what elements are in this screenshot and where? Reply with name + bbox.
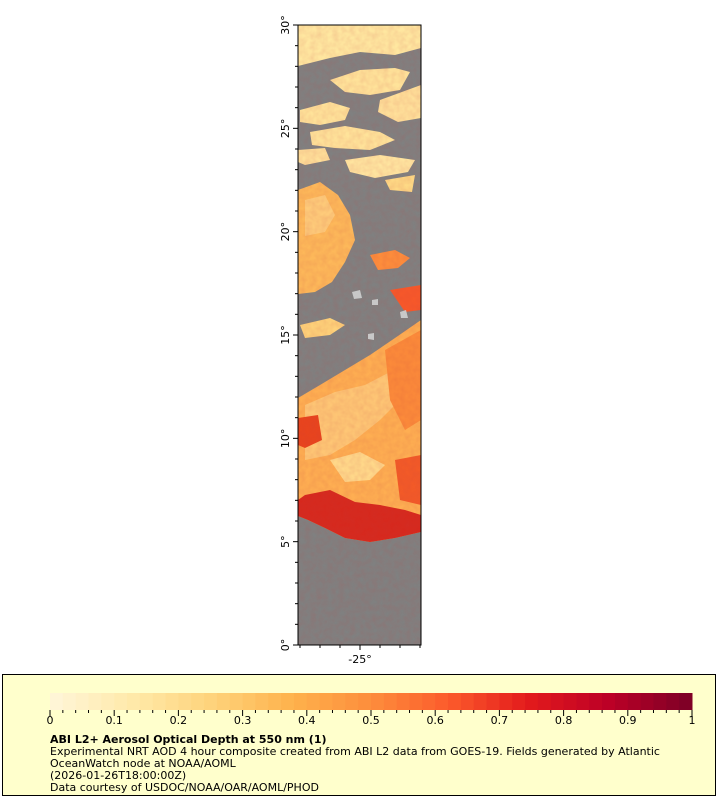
colorbar-step — [614, 693, 629, 710]
colorbar-ticks: 0 0.1 0.2 0.3 0.4 0.5 0.6 0.7 0.8 0.9 1 — [47, 710, 696, 727]
colorbar-tick-label: 0 — [47, 714, 54, 727]
colorbar-step — [525, 693, 539, 710]
color-scale: 0 0.1 0.2 0.3 0.4 0.5 0.6 0.7 0.8 0.9 1 — [47, 693, 696, 727]
colorbar-step — [448, 693, 462, 710]
colorbar-step — [114, 693, 128, 710]
colorbar-step — [473, 693, 488, 710]
legend-title: ABI L2+ Aerosol Optical Depth at 550 nm … — [50, 733, 327, 746]
colorbar-step — [281, 693, 295, 710]
map-area: 0° 5° 10° 15° 20° 25° 30° -25° — [279, 15, 422, 666]
colorbar-step — [602, 693, 616, 710]
lat-tick-label: 30° — [279, 15, 292, 35]
colorbar-tick-label: 0.1 — [105, 714, 123, 727]
colorbar-step — [165, 693, 179, 710]
colorbar-step — [255, 693, 269, 710]
colorbar-step — [88, 693, 102, 710]
colorbar-step — [371, 693, 385, 710]
lat-tick-label: 25° — [279, 119, 292, 139]
legend-date: (2026-01-26T18:00:00Z) — [50, 769, 187, 782]
colorbar-tick-label: 1 — [689, 714, 696, 727]
longitude-axis: -25° — [299, 645, 421, 666]
colorbar-step — [422, 693, 436, 710]
nodata-patch — [368, 333, 374, 340]
lat-tick-label: 20° — [279, 222, 292, 242]
colorbar-step — [191, 693, 205, 710]
nodata-patch — [372, 299, 378, 305]
legend-panel: 0 0.1 0.2 0.3 0.4 0.5 0.6 0.7 0.8 0.9 1 ABI L2+ Ae… — [2, 674, 716, 796]
colorbar-step — [640, 693, 654, 710]
aod-field — [298, 25, 421, 645]
colorbar-step — [293, 693, 308, 710]
nodata-patch — [352, 290, 362, 299]
colorbar-step — [679, 693, 693, 710]
legend-credit: Data courtesy of USDOC/NOAA/OAR/AOML/PHO… — [50, 781, 319, 794]
colorbar-step — [268, 693, 282, 710]
colorbar-step — [499, 693, 513, 710]
colorbar-step — [512, 693, 526, 710]
colorbar-step — [152, 693, 167, 710]
colorbar-tick-label: 0.8 — [555, 714, 573, 727]
legend-description: Experimental NRT AOD 4 hour composite cr… — [50, 745, 660, 770]
colorbar-step — [563, 693, 577, 710]
colorbar-tick-label: 0.7 — [491, 714, 509, 727]
lon-tick-label: -25° — [348, 653, 371, 666]
colorbar-step — [178, 693, 192, 710]
aod-map: 0° 5° 10° 15° 20° 25° 30° -25° — [279, 15, 422, 666]
colorbar-step — [62, 693, 77, 710]
lat-tick-label: 10° — [279, 429, 292, 449]
colorbar-tick-label: 0.2 — [170, 714, 188, 727]
colorbar-step — [345, 693, 359, 710]
colorbar-tick-label: 0.9 — [619, 714, 637, 727]
colorbar-tick-label: 0.3 — [234, 714, 252, 727]
colorbar-step — [101, 693, 115, 710]
colorbar-step — [383, 693, 398, 710]
colorbar-step — [486, 693, 500, 710]
colorbar-tick-label: 0.4 — [298, 714, 316, 727]
colorbar-tick-label: 0.5 — [362, 714, 380, 727]
colorbar-step — [229, 693, 244, 710]
colorbar-step — [204, 693, 218, 710]
colorbar-step — [409, 693, 423, 710]
colorbar-step — [216, 693, 231, 710]
colorbar — [50, 693, 693, 710]
colorbar-step — [666, 693, 680, 710]
colorbar-step — [627, 693, 642, 710]
colorbar-step — [653, 693, 667, 710]
aod-texture — [298, 25, 421, 645]
latitude-axis: 0° 5° 10° 15° 20° 25° 30° — [279, 15, 298, 651]
nodata-patch — [400, 310, 408, 318]
colorbar-tick-label: 0.6 — [426, 714, 444, 727]
colorbar-step — [139, 693, 154, 710]
lat-tick-label: 15° — [279, 325, 292, 345]
colorbar-step — [460, 693, 475, 710]
lat-tick-label: 5° — [279, 535, 292, 548]
colorbar-step — [127, 693, 141, 710]
colorbar-step — [306, 693, 321, 710]
colorbar-step — [550, 693, 565, 710]
colorbar-step — [50, 693, 64, 710]
colorbar-step — [576, 693, 590, 710]
colorbar-step — [435, 693, 449, 710]
colorbar-step — [75, 693, 90, 710]
colorbar-step — [396, 693, 411, 710]
colorbar-step — [319, 693, 333, 710]
lat-tick-label: 0° — [279, 639, 292, 652]
colorbar-step — [242, 693, 256, 710]
colorbar-step — [537, 693, 552, 710]
colorbar-step — [589, 693, 603, 710]
colorbar-step — [332, 693, 346, 710]
colorbar-step — [358, 693, 372, 710]
